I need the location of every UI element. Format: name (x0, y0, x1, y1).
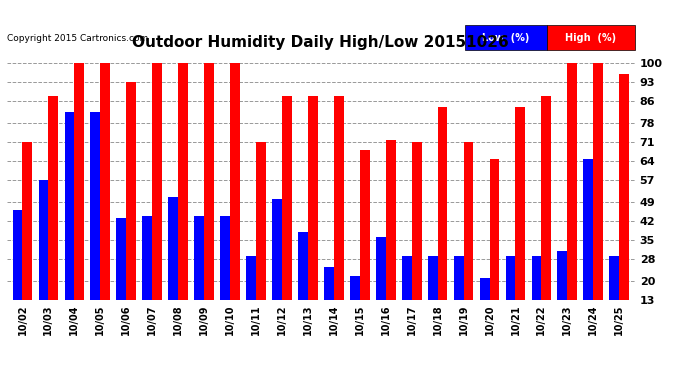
Bar (64, 112, 75, 335)
Bar (308, 96, 317, 335)
Bar (272, 200, 282, 335)
Bar (402, 256, 412, 335)
Bar (48, 96, 58, 335)
Bar (23, 142, 32, 335)
Bar (75, 63, 84, 335)
Bar (558, 251, 567, 335)
Bar (282, 96, 292, 335)
Bar (39, 180, 48, 335)
Bar (168, 196, 178, 335)
Bar (298, 232, 308, 335)
Bar (480, 278, 489, 335)
Text: Low  (%): Low (%) (482, 33, 530, 43)
Bar (359, 150, 370, 335)
Bar (454, 256, 464, 335)
Bar (194, 216, 204, 335)
Bar (230, 63, 240, 335)
Bar (256, 142, 266, 335)
Bar (567, 63, 578, 335)
Bar (428, 256, 437, 335)
Bar (334, 96, 344, 335)
Bar (152, 63, 162, 335)
Bar (220, 216, 230, 335)
Bar (386, 140, 395, 335)
FancyBboxPatch shape (547, 25, 635, 50)
Bar (489, 159, 500, 335)
Bar (619, 74, 629, 335)
Text: Copyright 2015 Cartronics.com: Copyright 2015 Cartronics.com (7, 34, 148, 43)
Bar (246, 256, 256, 335)
Bar (464, 142, 473, 335)
Bar (376, 237, 386, 335)
FancyBboxPatch shape (465, 25, 547, 50)
Bar (204, 63, 214, 335)
Bar (542, 96, 551, 335)
Bar (609, 256, 619, 335)
Bar (531, 256, 542, 335)
Bar (178, 63, 188, 335)
Bar (412, 142, 422, 335)
Bar (126, 82, 136, 335)
Bar (350, 276, 359, 335)
Title: Outdoor Humidity Daily High/Low 20151026: Outdoor Humidity Daily High/Low 20151026 (132, 35, 509, 50)
Bar (437, 107, 448, 335)
Bar (506, 256, 515, 335)
Bar (117, 218, 126, 335)
Bar (12, 210, 23, 335)
Bar (593, 63, 603, 335)
Bar (584, 159, 593, 335)
Bar (90, 112, 100, 335)
Bar (324, 267, 334, 335)
Bar (100, 63, 110, 335)
Text: High  (%): High (%) (565, 33, 616, 43)
Bar (142, 216, 152, 335)
Bar (515, 107, 525, 335)
